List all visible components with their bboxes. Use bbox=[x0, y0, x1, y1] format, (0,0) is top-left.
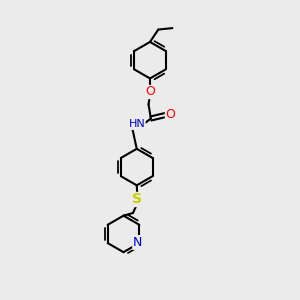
Text: S: S bbox=[132, 193, 142, 206]
Text: O: O bbox=[165, 109, 175, 122]
Text: O: O bbox=[145, 85, 155, 98]
Text: N: N bbox=[133, 236, 142, 249]
Text: HN: HN bbox=[128, 119, 145, 129]
